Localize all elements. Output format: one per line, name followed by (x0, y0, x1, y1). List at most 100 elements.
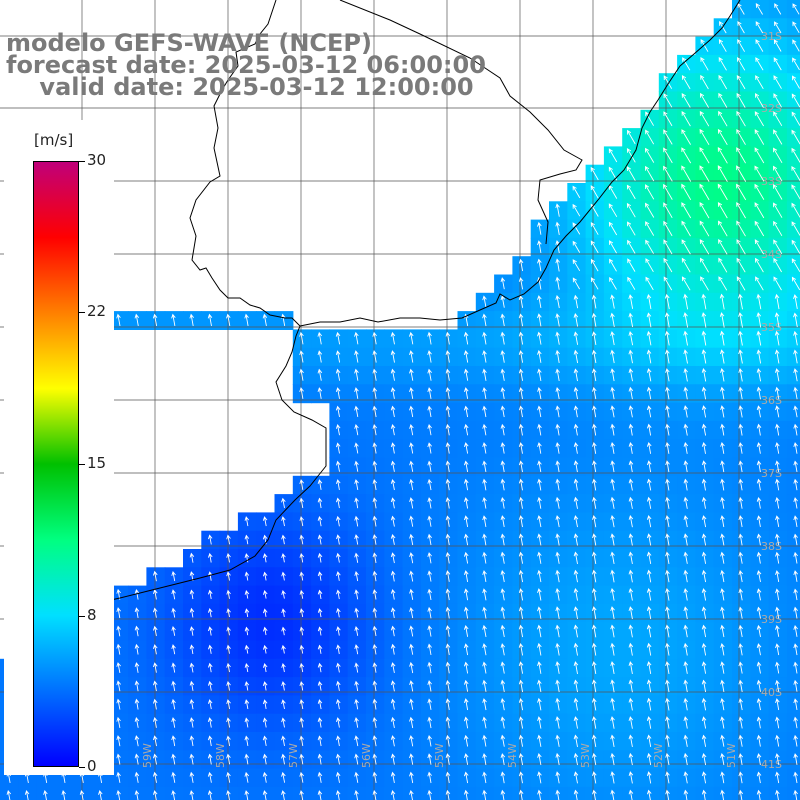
wind-arrow (591, 312, 597, 327)
wind-arrow (500, 569, 506, 583)
wind-arrow (134, 698, 140, 710)
wind-arrow (627, 239, 636, 254)
wind-arrow (390, 552, 396, 564)
wind-arrow (171, 717, 176, 728)
wind-arrow (189, 552, 195, 563)
wind-arrow (573, 624, 579, 638)
wind-arrow (537, 642, 542, 656)
wind-arrow (773, 57, 782, 71)
wind-arrow (626, 147, 636, 163)
wind-speed-cell (786, 713, 800, 733)
wind-arrow (500, 423, 506, 436)
wind-arrow (736, 220, 746, 237)
wind-arrow (537, 679, 542, 693)
wind-arrow (299, 681, 305, 691)
wind-arrow (683, 551, 689, 564)
wind-arrow (390, 515, 396, 527)
wind-arrow (445, 460, 451, 472)
wind-arrow (518, 697, 524, 711)
wind-arrow (555, 258, 560, 272)
wind-speed-cell (786, 384, 800, 404)
wind-arrow (610, 460, 615, 473)
latitude-label: 40S (761, 686, 782, 699)
wind-arrow (390, 625, 396, 637)
wind-arrow (736, 110, 746, 127)
colorbar-tick-label: 15 (87, 454, 107, 472)
wind-arrow (755, 2, 763, 15)
wind-arrow (628, 697, 634, 711)
wind-arrow (683, 734, 689, 747)
wind-arrow (591, 606, 597, 620)
wind-arrow (335, 442, 341, 454)
wind-arrow (774, 349, 780, 364)
wind-arrow (665, 405, 670, 418)
wind-arrow (555, 642, 560, 656)
wind-arrow (573, 734, 579, 747)
wind-arrow (116, 313, 121, 326)
wind-arrow (591, 716, 597, 729)
wind-arrow (738, 478, 744, 491)
wind-arrow (701, 405, 707, 418)
wind-arrow (281, 497, 286, 508)
wind-arrow (372, 497, 378, 509)
wind-arrow (756, 330, 762, 346)
wind-arrow (409, 497, 414, 509)
wind-arrow (699, 165, 710, 182)
wind-arrow (335, 698, 341, 710)
wind-arrow (152, 716, 158, 728)
wind-arrow (718, 38, 727, 52)
wind-arrow (537, 368, 542, 381)
wind-arrow (207, 790, 213, 800)
wind-speed-cell (622, 786, 642, 800)
wind-arrow (793, 588, 798, 601)
wind-arrow (226, 589, 231, 599)
latitude-label: 33S (761, 175, 782, 188)
wind-arrow (482, 331, 487, 345)
wind-arrow (665, 697, 670, 711)
wind-arrow (737, 56, 746, 71)
wind-arrow (427, 734, 432, 747)
wind-arrow (134, 588, 140, 600)
wind-arrow (573, 752, 579, 766)
wind-arrow (354, 789, 359, 800)
wind-arrow (738, 734, 744, 747)
wind-arrow (500, 460, 506, 473)
wind-speed-cell (786, 658, 800, 678)
wind-arrow (775, 460, 780, 473)
wind-speed-cell (311, 786, 330, 800)
wind-arrow (628, 771, 634, 784)
wind-arrow (335, 387, 341, 399)
wind-arrow (354, 387, 359, 399)
wind-arrow (793, 294, 798, 309)
wind-arrow (335, 515, 341, 527)
wind-arrow (681, 147, 692, 164)
wind-arrow (665, 661, 670, 674)
wind-speed-cell (347, 786, 367, 800)
wind-arrow (720, 661, 725, 674)
wind-arrow (409, 716, 414, 729)
wind-arrow (681, 220, 691, 237)
wind-arrow (645, 147, 655, 163)
wind-arrow (701, 661, 707, 674)
wind-arrow (681, 183, 692, 201)
wind-arrow (717, 183, 728, 201)
wind-arrow (336, 571, 341, 581)
wind-arrow (226, 717, 231, 728)
wind-arrow (773, 239, 783, 255)
wind-arrow (628, 606, 634, 620)
wind-arrow (646, 496, 652, 509)
wind-speed-cell (786, 732, 800, 751)
wind-arrow (701, 367, 707, 382)
wind-arrow (572, 203, 581, 217)
wind-arrow (664, 293, 670, 310)
wind-arrow (646, 551, 652, 564)
wind-arrow (555, 294, 560, 309)
wind-arrow (791, 184, 800, 200)
wind-arrow (518, 588, 524, 601)
wind-arrow (116, 753, 121, 765)
wind-arrow (700, 92, 709, 108)
colorbar-tick (79, 312, 85, 313)
wind-arrow (537, 569, 542, 583)
wind-arrow (317, 699, 323, 710)
wind-arrow (646, 386, 652, 400)
